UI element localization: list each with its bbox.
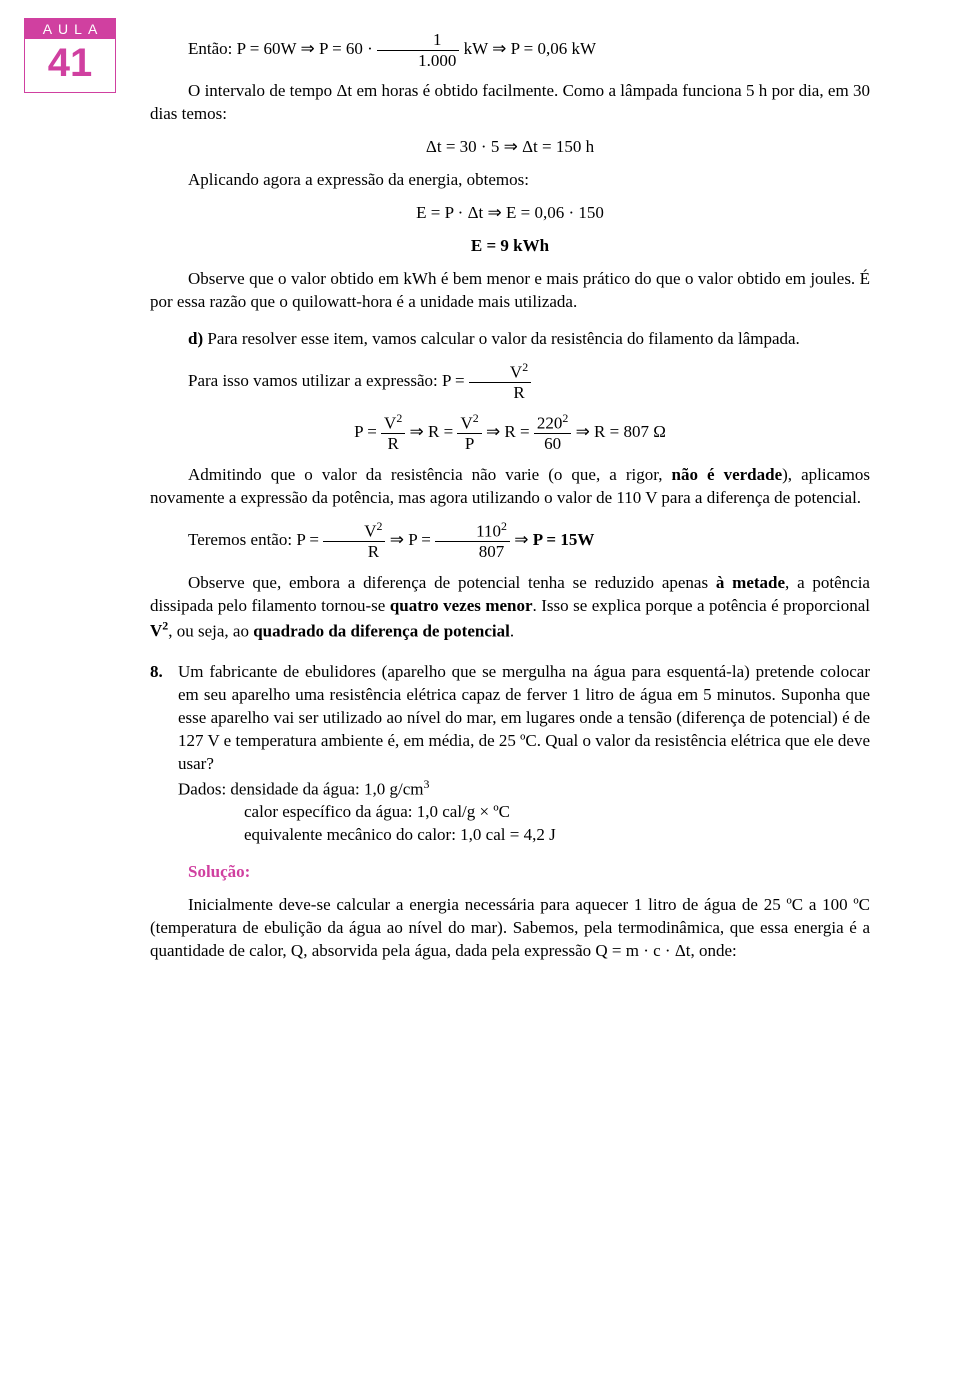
frac-v2-r: V2R [469,361,531,403]
para-observe-metade: Observe que, embora a diferença de poten… [150,572,870,643]
txt: . Isso se explica porque a potência é pr… [533,596,870,615]
txt: ⇒ R = 807 Ω [571,422,666,441]
aula-box: AULA 41 [24,18,116,93]
txt: kW ⇒ P = 0,06 kW [459,39,596,58]
txt: V2 [150,621,168,640]
aula-number: 41 [25,39,115,92]
txt: Então: P = 60W ⇒ P = 60 · [188,39,377,58]
txt: Para resolver esse item, vamos calcular … [207,329,799,348]
dados-line-2: calor específico da água: 1,0 cal/g × ºC [244,801,870,824]
txt: Teremos então: P = [188,530,323,549]
frac: V2R [323,520,385,562]
frac: V2R [381,412,405,454]
txt: Observe que, embora a diferença de poten… [188,573,716,592]
para-admitindo: Admitindo que o valor da resistência não… [150,464,870,510]
para-intervalo: O intervalo de tempo Δt em horas é obtid… [150,80,870,126]
txt: Admitindo que o valor da resistência não… [188,465,672,484]
para-observe-kwh: Observe que o valor obtido em kWh é bem … [150,268,870,314]
q8-number: 8. [150,661,178,847]
para-inicialmente: Inicialmente deve-se calcular a energia … [150,894,870,963]
txt: ⇒ P = [385,530,435,549]
frac: V2P [457,412,481,454]
txt: Para isso vamos utilizar a expressão: P … [188,370,469,389]
txt: ⇒ R = [482,422,534,441]
solucao-heading: Solução: [188,861,870,884]
q8-body: Um fabricante de ebulidores (aparelho qu… [178,661,870,847]
dados-line-3: equivalente mecânico do calor: 1,0 cal =… [244,824,870,847]
page-content: Então: P = 60W ⇒ P = 60 · 11.000 kW ⇒ P … [150,30,870,963]
txt: Um fabricante de ebulidores (aparelho qu… [178,662,870,773]
txt: P = [354,422,381,441]
txt: ⇒ [510,530,533,549]
txt: . [510,621,514,640]
txt: P = 15W [533,530,595,549]
txt: não é verdade [672,465,783,484]
txt: quadrado da diferença de potencial [253,621,510,640]
aula-label: AULA [25,19,115,39]
eq-energia-b: E = 9 kWh [150,235,870,258]
line-teremos: Teremos então: P = V2R ⇒ P = 1102807 ⇒ P… [150,520,870,562]
line-entao: Então: P = 60W ⇒ P = 60 · 11.000 kW ⇒ P … [150,30,870,70]
question-8: 8. Um fabricante de ebulidores (aparelho… [150,661,870,847]
txt: d) [188,329,207,348]
frac: 1102807 [435,520,510,562]
eq-energia-a: E = P · Δt ⇒ E = 0,06 · 150 [150,202,870,225]
para-item-d: d) Para resolver esse item, vamos calcul… [150,328,870,351]
dados-line-1: Dados: densidade da água: 1,0 g/cm3 [178,776,870,802]
eq-dt: Δt = 30 · 5 ⇒ Δt = 150 h [150,136,870,159]
txt: quatro vezes menor [390,596,533,615]
frac: 220260 [534,412,571,454]
eq-resistencia: P = V2R ⇒ R = V2P ⇒ R = 220260 ⇒ R = 807… [150,412,870,454]
txt: ⇒ R = [405,422,457,441]
txt: , ou seja, ao [168,621,253,640]
frac-1-1000: 11.000 [377,30,459,70]
para-aplicando: Aplicando agora a expressão da energia, … [150,169,870,192]
txt: à metade [716,573,785,592]
line-expressao-p: Para isso vamos utilizar a expressão: P … [150,361,870,403]
